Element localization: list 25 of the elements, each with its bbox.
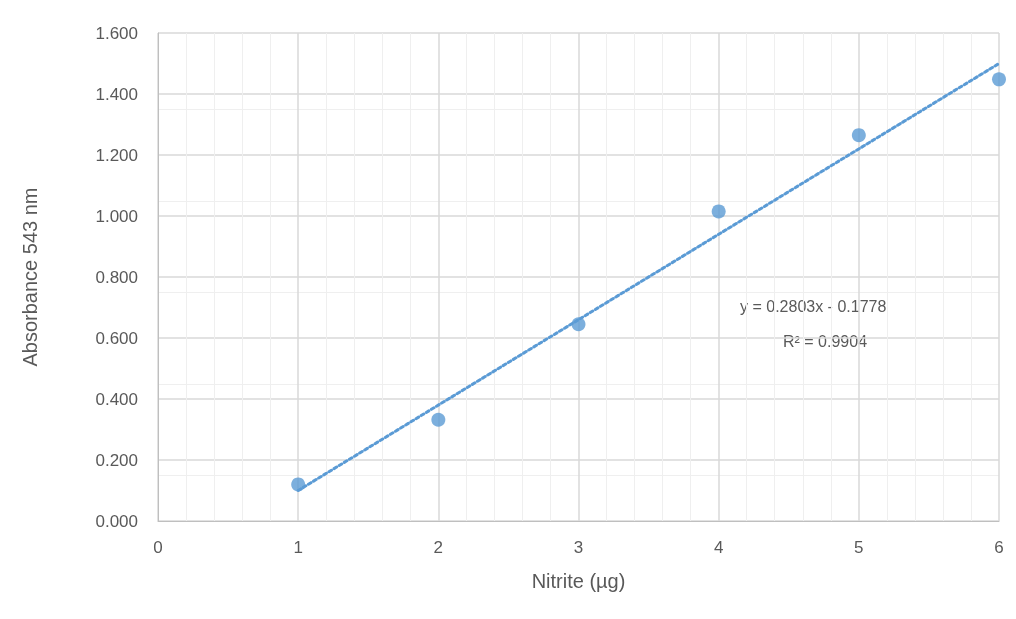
x-tick-label: 3 <box>573 538 584 557</box>
y-axis-title: Absorbance 543 nm <box>19 187 41 367</box>
y-tick-label: 0.800 <box>95 267 138 287</box>
point <box>851 128 866 143</box>
x-tick-label: 2 <box>433 538 444 557</box>
y-tick-label: 0.200 <box>95 450 138 470</box>
x-tick-label: 0 <box>153 538 163 557</box>
annotation: R² = 0.9904 <box>783 332 868 350</box>
point <box>571 317 586 332</box>
y-tick-label: 0.600 <box>95 328 138 348</box>
x-tick-label: 1 <box>293 538 303 557</box>
point <box>992 72 1006 87</box>
point <box>431 412 446 427</box>
x-axis-title: Nitrite (µg) <box>531 570 626 592</box>
point <box>291 477 306 492</box>
y-tick-label: 1.600 <box>95 23 138 43</box>
y-tick-label: 1.000 <box>95 206 138 226</box>
y-tick-label: 1.200 <box>95 145 138 165</box>
y-tick-label: 0.000 <box>95 511 138 531</box>
y-tick-label: 0.400 <box>95 389 138 409</box>
point <box>711 204 726 219</box>
x-tick-label: 4 <box>713 538 724 557</box>
x-tick-label: 5 <box>854 538 864 557</box>
x-tick-label: 6 <box>994 538 1004 557</box>
y-tick-label: 1.400 <box>95 84 138 104</box>
